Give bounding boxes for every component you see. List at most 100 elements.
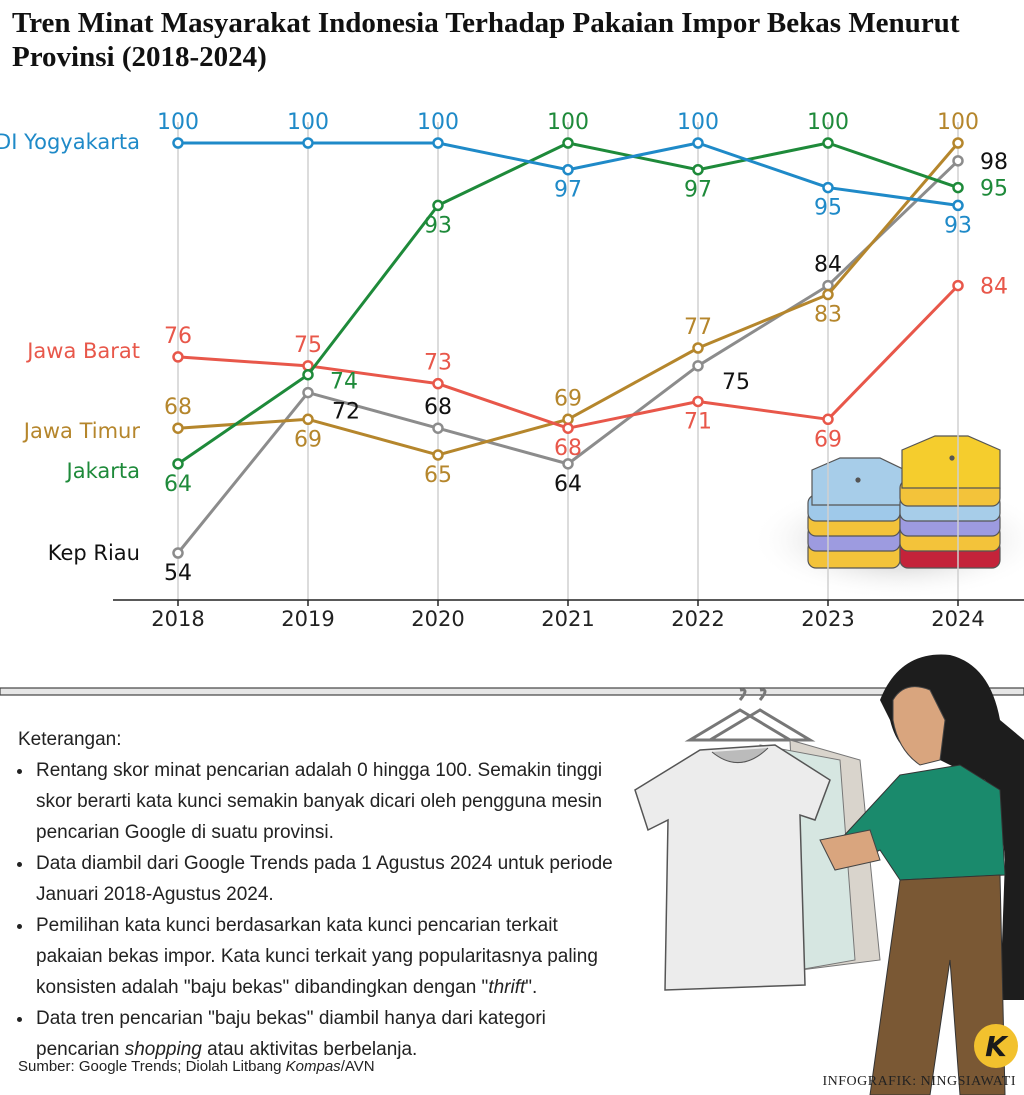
data-label: 73 — [424, 351, 452, 376]
data-point — [692, 360, 704, 372]
clothes-stack-illustration — [750, 435, 1024, 600]
data-label: 68 — [424, 395, 452, 420]
data-label: 71 — [684, 409, 712, 434]
x-tick-label: 2021 — [541, 607, 594, 631]
data-point — [562, 137, 574, 149]
data-label: 93 — [424, 213, 452, 238]
note-text: atau aktivitas berbelanja. — [201, 1039, 418, 1060]
data-point — [562, 422, 574, 434]
data-point — [692, 395, 704, 408]
source-text: Sumber: Google Trends; Diolah Litbang — [18, 1058, 286, 1075]
data-point — [952, 137, 964, 149]
legend-label: Jawa Barat — [25, 339, 140, 363]
legend-label: DI Yogyakarta — [0, 130, 140, 154]
note-text: shopping — [124, 1039, 202, 1060]
logo: K — [985, 1030, 1009, 1063]
data-point — [172, 458, 184, 470]
data-label: 97 — [554, 178, 582, 203]
data-point — [822, 181, 834, 194]
rack-woman-illustration: K — [0, 654, 1024, 1095]
note-text: Data diambil dari Google Trends pada 1 A… — [36, 853, 613, 905]
data-point — [432, 199, 444, 212]
data-label: 98 — [980, 150, 1008, 175]
source-text: Kompas — [285, 1058, 341, 1075]
data-label: 100 — [677, 110, 719, 135]
data-point — [952, 199, 964, 212]
data-point — [692, 163, 704, 176]
data-point — [822, 413, 834, 426]
data-label: 95 — [814, 196, 842, 221]
note-text: Rentang skor minat pencarian adalah 0 hi… — [36, 760, 603, 843]
plot: 2018 2019 2020 2021 2022 2023 2024 54 72 68 64 75 84… — [0, 110, 1024, 631]
data-label: 69 — [294, 427, 322, 452]
data-point — [952, 155, 964, 167]
data-label: 100 — [157, 110, 199, 135]
source: Sumber: Google Trends; Diolah Litbang Ko… — [18, 1058, 375, 1075]
data-point — [302, 368, 314, 381]
source-text: /AVN — [340, 1058, 375, 1075]
data-label: 84 — [814, 253, 842, 278]
data-point — [562, 458, 574, 470]
note-item: Pemilihan kata kunci berdasarkan kata ku… — [34, 910, 628, 1003]
data-label: 72 — [332, 400, 360, 425]
data-point — [172, 422, 184, 434]
data-label: 100 — [417, 110, 459, 135]
data-point — [302, 386, 314, 399]
data-point — [562, 163, 574, 176]
data-label: 64 — [164, 472, 192, 497]
data-label: 76 — [164, 324, 192, 349]
note-text: Data tren pencarian "baju bekas" diambil… — [36, 1008, 546, 1060]
data-label: 97 — [684, 178, 712, 203]
data-label: 95 — [980, 177, 1008, 202]
x-tick-label: 2024 — [931, 607, 984, 631]
data-label: 100 — [287, 110, 329, 135]
legend-label: Kep Riau — [48, 541, 140, 565]
note-item: Data tren pencarian "baju bekas" diambil… — [34, 1003, 628, 1065]
data-point — [562, 413, 574, 426]
data-point — [952, 279, 964, 292]
x-tick-label: 2019 — [281, 607, 334, 631]
data-label: 75 — [722, 370, 750, 395]
chart-title: Tren Minat Masyarakat Indonesia Terhadap… — [12, 7, 960, 73]
data-label: 74 — [330, 370, 358, 395]
data-point — [952, 181, 964, 194]
data-label: 65 — [424, 463, 452, 488]
data-label: 69 — [814, 427, 842, 452]
data-label: 54 — [164, 561, 192, 586]
data-label: 68 — [164, 395, 192, 420]
credit: INFOGRAFIK: NINGSIAWATI — [822, 1074, 1016, 1089]
data-point — [432, 449, 444, 461]
data-label: 64 — [554, 472, 582, 497]
data-label: 93 — [944, 213, 972, 238]
data-point — [302, 413, 314, 426]
note-text: ". — [525, 977, 538, 998]
data-point — [692, 137, 704, 149]
notes: Keterangan: Rentang skor minat pencarian… — [18, 724, 628, 1065]
data-label: 75 — [294, 333, 322, 358]
data-point — [432, 377, 444, 390]
note-item: Data diambil dari Google Trends pada 1 A… — [34, 848, 628, 910]
x-tick-label: 2018 — [151, 607, 204, 631]
data-point — [172, 547, 184, 559]
note-text: Pemilihan kata kunci berdasarkan kata ku… — [36, 915, 598, 998]
data-label: 100 — [807, 110, 849, 135]
data-point — [172, 351, 184, 363]
data-point — [432, 422, 444, 434]
legend-label: Jakarta — [65, 459, 140, 483]
data-point — [692, 342, 704, 354]
x-tick-label: 2020 — [411, 607, 464, 631]
notes-heading: Keterangan: — [18, 729, 122, 750]
note-item: Rentang skor minat pencarian adalah 0 hi… — [34, 755, 628, 848]
data-point — [302, 137, 314, 149]
data-label: 77 — [684, 315, 712, 340]
data-point — [822, 288, 834, 301]
data-label: 69 — [554, 386, 582, 411]
x-tick-label: 2023 — [801, 607, 854, 631]
legend-label: Jawa Timur — [22, 419, 141, 443]
x-tick-label: 2022 — [671, 607, 724, 631]
notes-list: Rentang skor minat pencarian adalah 0 hi… — [18, 755, 628, 1065]
data-label: 83 — [814, 303, 842, 328]
data-label: 100 — [547, 110, 589, 135]
